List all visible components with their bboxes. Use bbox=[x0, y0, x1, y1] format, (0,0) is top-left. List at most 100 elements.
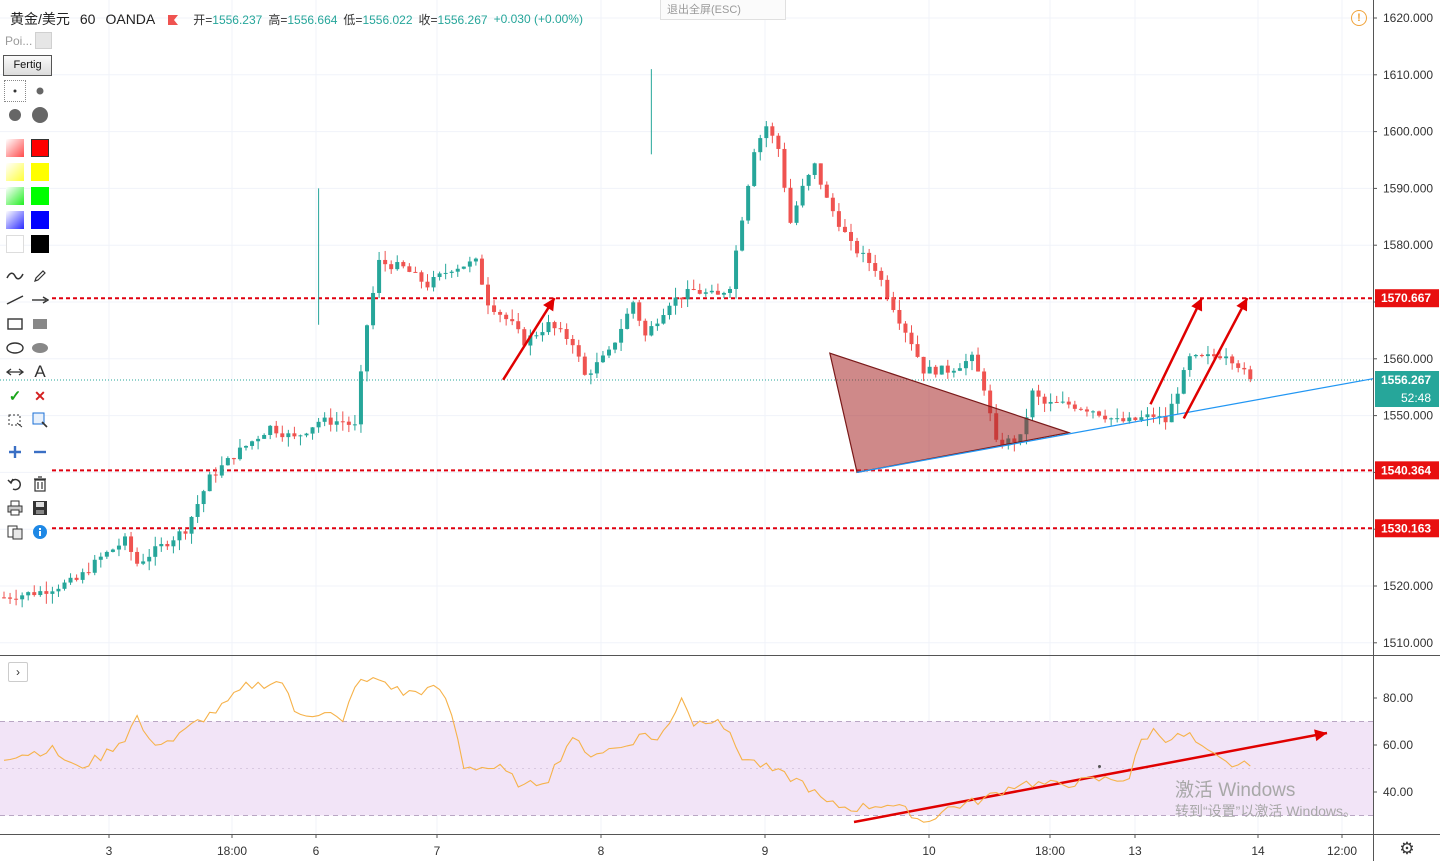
save-icon[interactable] bbox=[29, 497, 51, 519]
color-green-gradient[interactable] bbox=[6, 187, 24, 205]
pencil-icon[interactable] bbox=[29, 265, 51, 287]
arrow-tool-icon[interactable] bbox=[29, 289, 51, 311]
color-yellow[interactable] bbox=[31, 163, 49, 181]
brush-size-l-icon[interactable] bbox=[29, 104, 51, 126]
candle-body bbox=[92, 559, 97, 573]
candle-body bbox=[492, 305, 497, 312]
candle-body bbox=[607, 349, 611, 356]
candle-body bbox=[909, 332, 914, 345]
candle-body bbox=[1242, 367, 1247, 370]
zoom-icon[interactable] bbox=[29, 409, 51, 431]
info-icon[interactable] bbox=[29, 521, 51, 543]
zoom-in-icon[interactable] bbox=[4, 441, 26, 463]
symbol-name[interactable]: 黄金/美元 bbox=[10, 11, 70, 27]
candle-body bbox=[818, 163, 823, 185]
exit-fullscreen-button[interactable]: 退出全屏(ESC) bbox=[660, 0, 786, 20]
candle-body bbox=[963, 361, 968, 369]
level-price-tag bbox=[1375, 461, 1439, 480]
filled-rectangle-icon[interactable] bbox=[29, 313, 51, 335]
candle-body bbox=[613, 342, 618, 350]
color-red-gradient[interactable] bbox=[6, 139, 24, 157]
candle-body bbox=[788, 187, 793, 223]
candle-body bbox=[1127, 417, 1132, 422]
brush-size-s-icon[interactable] bbox=[29, 80, 51, 102]
candle-body bbox=[988, 390, 993, 414]
zoom-out-icon[interactable] bbox=[29, 441, 51, 463]
print-icon[interactable] bbox=[4, 497, 26, 519]
candle-body bbox=[861, 252, 866, 254]
color-white[interactable] bbox=[6, 235, 24, 253]
candle-body bbox=[552, 322, 557, 329]
candle-body bbox=[1230, 356, 1235, 364]
color-red[interactable] bbox=[31, 139, 49, 157]
candle-body bbox=[8, 597, 13, 599]
candle-body bbox=[1133, 417, 1138, 421]
price-tick-label: 1600.000 bbox=[1383, 125, 1433, 139]
candle-body bbox=[1163, 416, 1168, 423]
pointer-mode-dropdown[interactable] bbox=[35, 32, 52, 49]
candle-body bbox=[903, 323, 908, 333]
candle-body bbox=[746, 185, 751, 221]
price-tick-label: 1560.000 bbox=[1383, 352, 1433, 366]
alert-icon[interactable]: ! bbox=[1351, 10, 1367, 26]
rectangle-tool-icon[interactable] bbox=[4, 313, 26, 335]
candle-body bbox=[867, 252, 872, 264]
candle-body bbox=[135, 551, 140, 564]
undo-icon[interactable] bbox=[4, 473, 26, 495]
rsi-tick-label: 60.00 bbox=[1383, 738, 1413, 752]
brush-size-m-icon[interactable] bbox=[4, 104, 26, 126]
trash-icon[interactable] bbox=[29, 473, 51, 495]
candle-body bbox=[237, 447, 242, 460]
brush-size-xs-icon[interactable] bbox=[4, 80, 26, 102]
done-button[interactable]: Fertig bbox=[3, 55, 52, 76]
color-black[interactable] bbox=[31, 235, 49, 253]
select-area-icon[interactable] bbox=[4, 409, 26, 431]
candle-body bbox=[389, 264, 394, 270]
candle-body bbox=[691, 288, 696, 291]
confirm-icon[interactable]: ✓ bbox=[8, 388, 22, 405]
candle-body bbox=[98, 556, 103, 560]
arrow-up-3 bbox=[1182, 297, 1249, 420]
ohlc-high: 高=1556.664 bbox=[268, 12, 338, 27]
candle-body bbox=[637, 302, 642, 321]
candle-body bbox=[921, 356, 926, 374]
candle-body bbox=[976, 354, 981, 372]
text-tool-icon[interactable]: A bbox=[34, 362, 46, 381]
filled-ellipse-icon[interactable] bbox=[29, 337, 51, 359]
cancel-icon[interactable]: ✕ bbox=[34, 387, 46, 404]
line-tool-icon[interactable] bbox=[4, 289, 26, 311]
candle-body bbox=[534, 335, 539, 337]
ellipse-tool-icon[interactable] bbox=[4, 337, 26, 359]
candle-body bbox=[885, 279, 890, 298]
color-green[interactable] bbox=[31, 187, 49, 205]
rsi-tick-label: 80.00 bbox=[1383, 691, 1413, 705]
candle-body bbox=[1157, 416, 1162, 418]
interval-label[interactable]: 60 bbox=[79, 11, 96, 27]
drawings-layer[interactable] bbox=[502, 297, 1374, 824]
freehand-icon[interactable] bbox=[4, 265, 26, 287]
time-tick-label: 6 bbox=[313, 844, 320, 858]
color-blue-gradient[interactable] bbox=[6, 211, 24, 229]
candle-body bbox=[213, 474, 218, 476]
pointer-mode-select[interactable]: Poi... bbox=[2, 30, 52, 52]
candle-body bbox=[830, 197, 835, 212]
candle-body bbox=[244, 445, 248, 448]
gear-icon[interactable]: ⚙ bbox=[1399, 839, 1415, 858]
candle-body bbox=[800, 185, 805, 206]
measure-tool-icon[interactable] bbox=[4, 361, 26, 383]
copy-icon[interactable] bbox=[4, 521, 26, 543]
color-blue[interactable] bbox=[31, 211, 49, 229]
color-yellow-gradient[interactable] bbox=[6, 163, 24, 181]
candle-body bbox=[62, 582, 67, 589]
candle-body bbox=[685, 288, 690, 300]
candle-body bbox=[141, 561, 146, 564]
candle-body bbox=[38, 591, 43, 596]
horizontal-levels[interactable] bbox=[0, 297, 1373, 530]
candle-body bbox=[794, 205, 799, 223]
candle-body bbox=[183, 531, 188, 534]
candle-body bbox=[721, 292, 726, 295]
candle-body bbox=[570, 338, 575, 346]
expand-panel-button[interactable]: › bbox=[8, 662, 28, 682]
